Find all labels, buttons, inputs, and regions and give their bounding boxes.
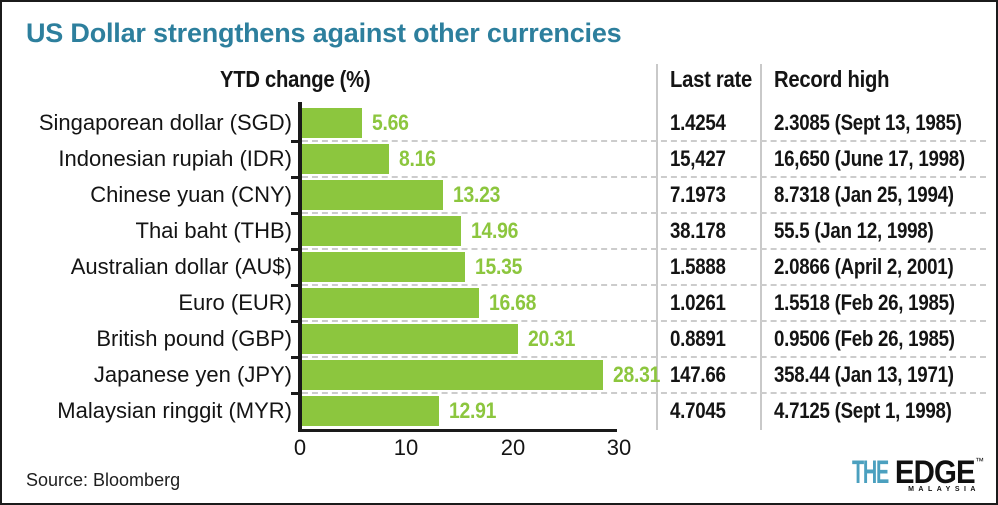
column-header-ytd-change: YTD change (%): [220, 66, 371, 92]
row-separator: [302, 176, 986, 178]
currency-label: Japanese yen (JPY): [93, 362, 292, 387]
table-row: Australian dollar (AU$) 15.35 1.5888 2.0…: [2, 249, 996, 287]
record-high-value: 2.3085 (Sept 13, 1985): [774, 110, 962, 135]
ytd-change-value: 13.23: [452, 182, 500, 207]
table-row: Chinese yuan (CNY) 13.23 7.1973 8.7318 (…: [2, 177, 996, 215]
table-row: Singaporean dollar (SGD) 5.66 1.4254 2.3…: [2, 105, 996, 143]
column-divider: [656, 64, 658, 430]
currency-label: Malaysian ringgit (MYR): [57, 398, 292, 423]
ytd-change-value: 5.66: [372, 110, 409, 135]
ytd-change-value: 12.91: [449, 398, 497, 423]
table-row: Indonesian rupiah (IDR) 8.16 15,427 16,6…: [2, 141, 996, 179]
row-separator: [302, 212, 986, 214]
logo-edge-text: EDGE: [895, 454, 976, 490]
axis-tick-mark: [291, 140, 298, 143]
x-tick-label-0: 0: [293, 435, 307, 460]
ytd-change-value: 16.68: [489, 290, 537, 315]
last-rate-value: 1.5888: [670, 254, 726, 279]
table-row: Euro (EUR) 16.68 1.0261 1.5518 (Feb 26, …: [2, 285, 996, 323]
x-tick-label-10: 10: [393, 435, 419, 460]
last-rate-value: 1.0261: [670, 290, 726, 315]
last-rate-value: 147.66: [670, 362, 726, 387]
currency-label: Chinese yuan (CNY): [90, 182, 292, 207]
ytd-change-bar: [302, 288, 480, 318]
record-high-value: 0.9506 (Feb 26, 1985): [774, 326, 955, 351]
axis-tick-mark: [291, 212, 298, 215]
ytd-change-bar: [302, 144, 389, 174]
x-tick-label-20: 20: [500, 435, 526, 460]
page-title: US Dollar strengthens against other curr…: [26, 18, 622, 48]
the-edge-malaysia-logo: THE EDGE™ MALAYSIA: [830, 456, 984, 493]
record-high-value: 55.5 (Jan 12, 1998): [774, 218, 934, 243]
y-axis-line: [298, 102, 302, 432]
ytd-change-bar: [302, 396, 440, 426]
last-rate-value: 7.1973: [670, 182, 726, 207]
axis-tick-mark: [291, 392, 298, 395]
last-rate-value: 0.8891: [670, 326, 726, 351]
logo-the-text: THE: [852, 454, 889, 490]
table-row: Japanese yen (JPY) 28.31 147.66 358.44 (…: [2, 357, 996, 395]
ytd-change-bar: [302, 216, 462, 246]
record-high-value: 1.5518 (Feb 26, 1985): [774, 290, 955, 315]
currency-label: Euro (EUR): [178, 290, 292, 315]
logo-region-text: MALAYSIA: [908, 486, 980, 493]
ytd-change-bar: [302, 324, 518, 354]
last-rate-value: 1.4254: [670, 110, 726, 135]
chart-rows: Singaporean dollar (SGD) 5.66 1.4254 2.3…: [2, 105, 996, 429]
axis-tick-mark: [291, 356, 298, 359]
column-divider: [760, 64, 762, 430]
ytd-change-bar: [302, 252, 466, 282]
ytd-change-value: 28.31: [613, 362, 661, 387]
table-row: Thai baht (THB) 14.96 38.178 55.5 (Jan 1…: [2, 213, 996, 251]
currency-label: Australian dollar (AU$): [70, 254, 292, 279]
last-rate-value: 4.7045: [670, 398, 726, 423]
currency-label: Thai baht (THB): [135, 218, 293, 243]
source-credit: Source: Bloomberg: [26, 470, 181, 490]
axis-tick-mark: [291, 176, 298, 179]
last-rate-value: 15,427: [670, 146, 726, 171]
last-rate-value: 38.178: [670, 218, 726, 243]
table-row: British pound (GBP) 20.31 0.8891 0.9506 …: [2, 321, 996, 359]
x-axis-line: [298, 429, 617, 432]
table-row: Malaysian ringgit (MYR) 12.91 4.7045 4.7…: [2, 393, 996, 429]
ytd-change-bar: [302, 360, 603, 390]
record-high-value: 2.0866 (April 2, 2001): [774, 254, 954, 279]
trademark-symbol: ™: [975, 456, 984, 466]
column-header-last-rate: Last rate: [670, 66, 753, 92]
record-high-value: 16,650 (June 17, 1998): [774, 146, 965, 171]
record-high-value: 4.7125 (Sept 1, 1998): [774, 398, 952, 423]
ytd-change-value: 14.96: [471, 218, 519, 243]
record-high-value: 8.7318 (Jan 25, 1994): [774, 182, 954, 207]
row-separator: [302, 320, 986, 322]
currency-label: Indonesian rupiah (IDR): [58, 146, 292, 171]
logo-wordmark: THE EDGE™: [830, 456, 984, 488]
axis-tick-mark: [291, 284, 298, 287]
column-header-record-high: Record high: [774, 66, 890, 92]
ytd-change-value: 8.16: [398, 146, 436, 171]
row-separator: [302, 248, 986, 250]
row-separator: [302, 284, 986, 286]
currency-label: Singaporean dollar (SGD): [38, 110, 292, 135]
ytd-change-bar: [302, 108, 363, 138]
row-separator: [302, 356, 986, 358]
currency-label: British pound (GBP): [96, 326, 292, 351]
x-tick-label-30: 30: [606, 435, 632, 460]
record-high-value: 358.44 (Jan 13, 1971): [774, 362, 954, 387]
row-separator: [302, 140, 986, 142]
row-separator: [302, 392, 986, 394]
ytd-change-value: 20.31: [528, 326, 576, 351]
axis-tick-mark: [291, 320, 298, 323]
axis-tick-mark: [291, 248, 298, 251]
ytd-change-bar: [302, 180, 443, 210]
ytd-change-value: 15.35: [475, 254, 523, 279]
